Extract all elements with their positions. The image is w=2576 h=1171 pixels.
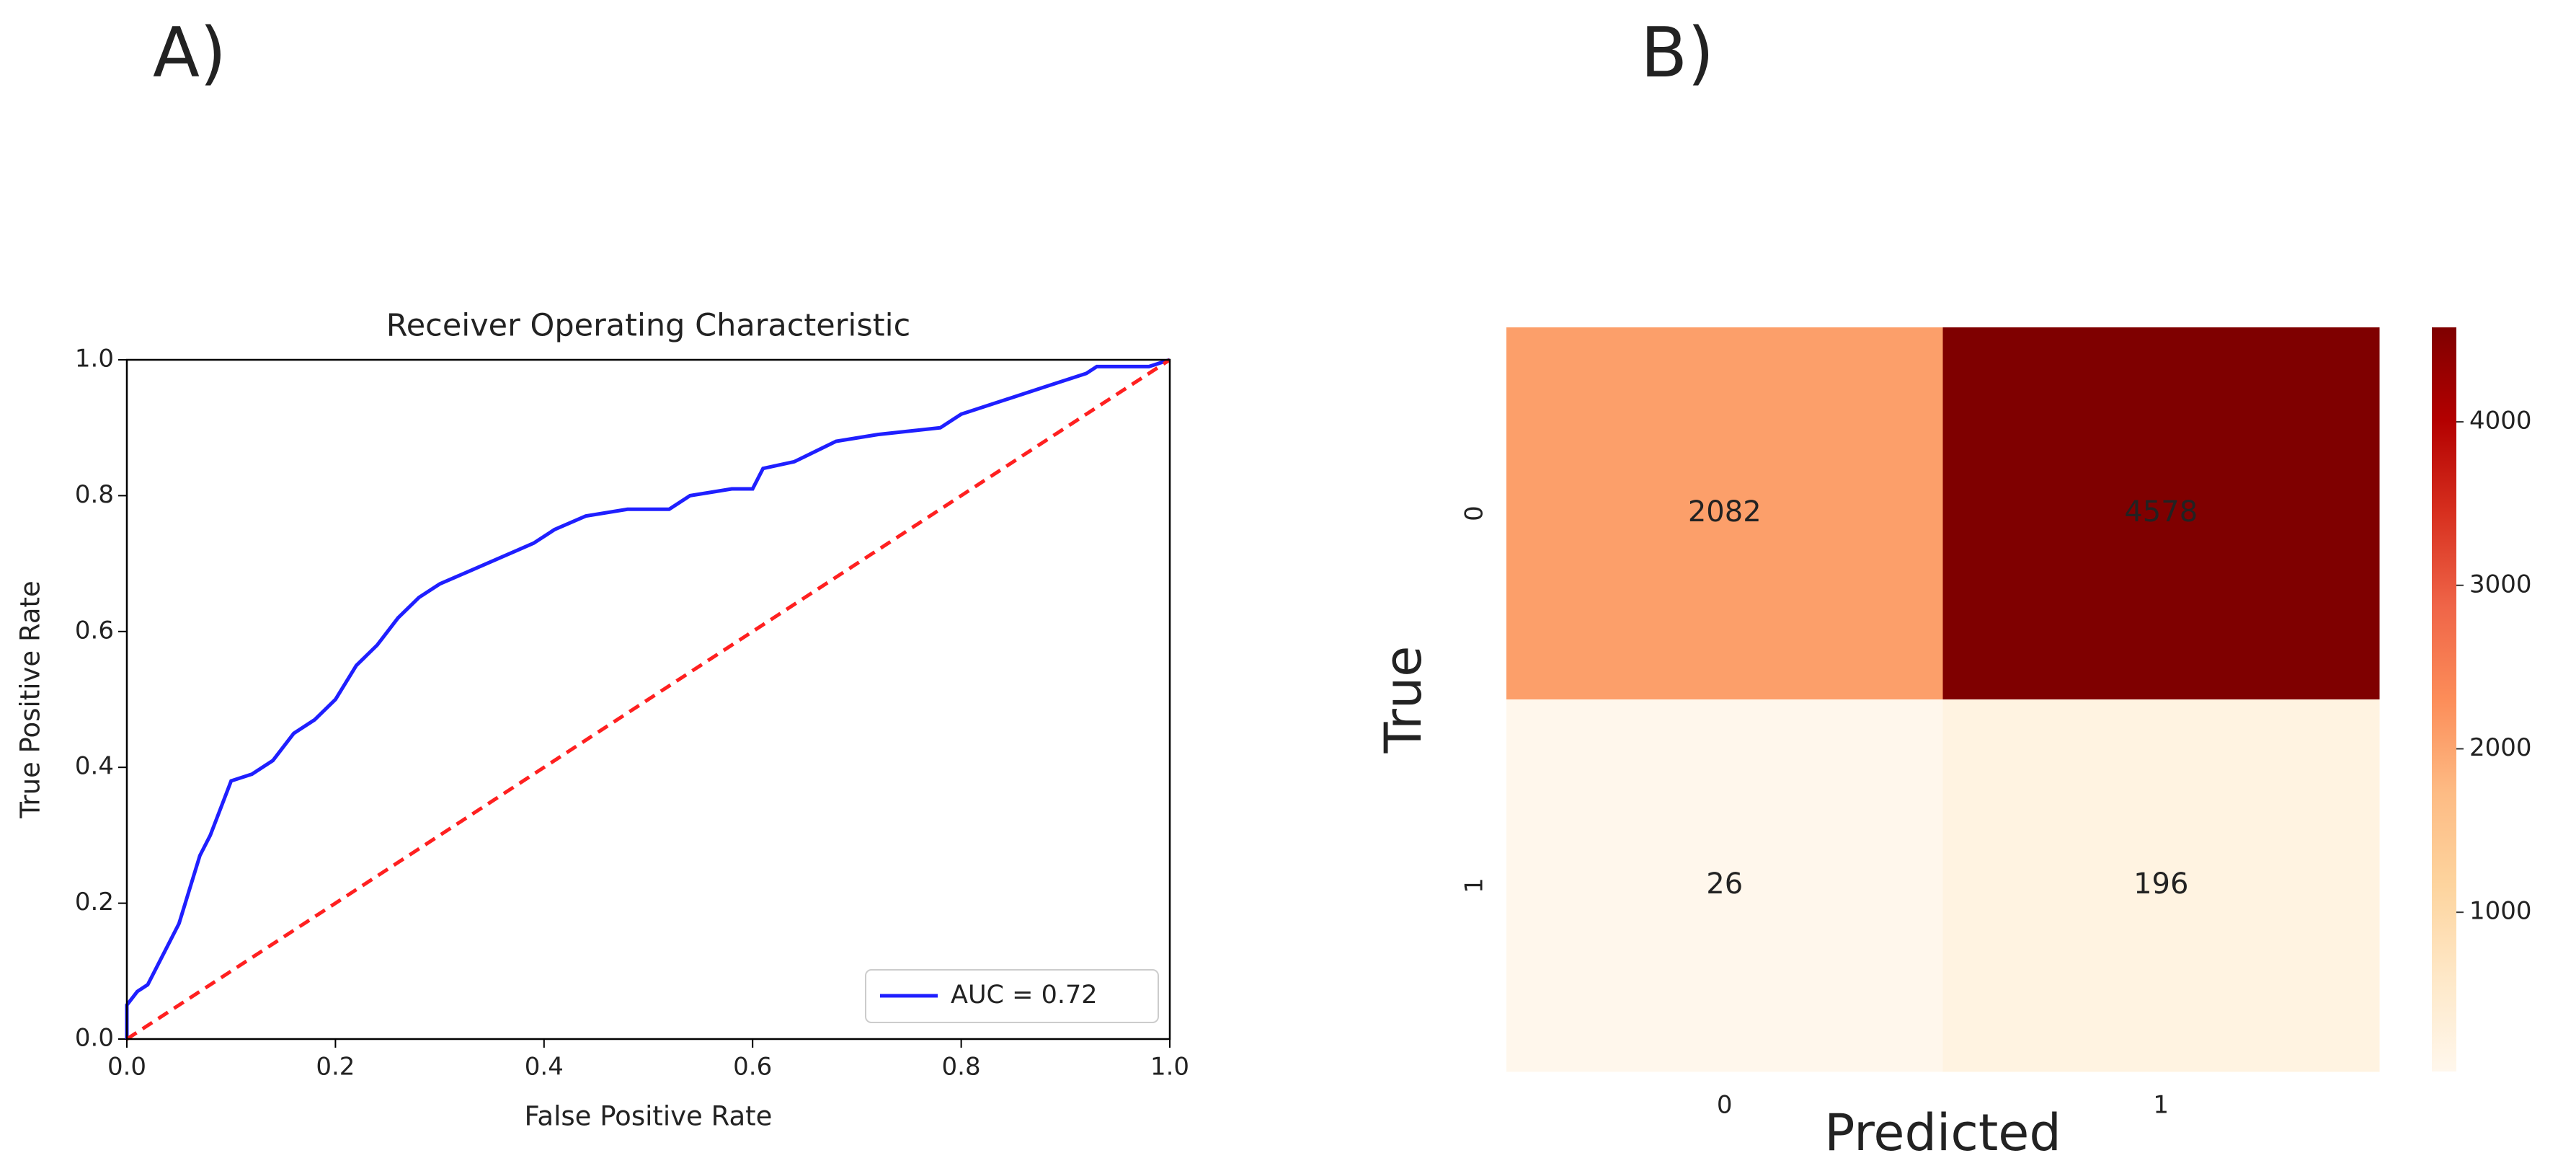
heatmap-cell	[1942, 327, 2380, 700]
colorbar-tick-label: 1000	[2469, 897, 2532, 926]
y-axis-label: True	[1374, 646, 1433, 754]
series-line	[125, 358, 1171, 1039]
y-axis-label: True Positive Rate	[15, 580, 46, 819]
chart-title: Receiver Operating Characteristic	[386, 308, 910, 344]
heatmap-cell	[1506, 327, 1943, 700]
heatmap-cell	[1506, 699, 1943, 1072]
colorbar	[2432, 327, 2456, 1071]
x-axis-label: Predicted	[1824, 1103, 2061, 1162]
y-tick-label: 1.0	[75, 345, 114, 374]
axes-frame	[125, 358, 1171, 1040]
colorbar-tick-label: 4000	[2469, 407, 2532, 436]
x-tick-label: 0.8	[942, 1053, 981, 1082]
cell-label: 196	[2133, 867, 2188, 901]
legend-label: AUC = 0.72	[951, 981, 1098, 1009]
x-tick-label: 0	[1717, 1091, 1733, 1120]
cell-label: 2082	[1688, 495, 1762, 529]
y-tick-label: 0.0	[75, 1024, 114, 1053]
y-tick-label: 0.4	[75, 752, 114, 781]
panel-label: A)	[153, 14, 226, 93]
x-tick-label: 1.0	[1150, 1053, 1189, 1082]
y-tick-label: 1	[1460, 878, 1489, 893]
cell-label: 4578	[2124, 495, 2198, 529]
legend-box	[865, 969, 1159, 1023]
y-tick-label: 0.2	[75, 888, 114, 916]
series-line	[125, 358, 1171, 1041]
y-tick-label: 0	[1460, 505, 1489, 521]
x-tick-label: 0.6	[733, 1053, 772, 1082]
x-tick-label: 0.0	[107, 1053, 146, 1082]
x-axis-label: False Positive Rate	[525, 1101, 773, 1132]
x-tick-label: 0.4	[525, 1053, 564, 1082]
colorbar-tick-label: 3000	[2469, 570, 2532, 598]
panel-label: B)	[1640, 14, 1714, 93]
heatmap-cell	[1942, 699, 2380, 1072]
cell-label: 26	[1706, 867, 1743, 901]
x-tick-label: 0.2	[316, 1053, 355, 1082]
y-tick-label: 0.6	[75, 616, 114, 645]
colorbar-tick-label: 2000	[2469, 733, 2532, 762]
y-tick-label: 0.8	[75, 480, 114, 509]
x-tick-label: 1	[2153, 1091, 2169, 1120]
